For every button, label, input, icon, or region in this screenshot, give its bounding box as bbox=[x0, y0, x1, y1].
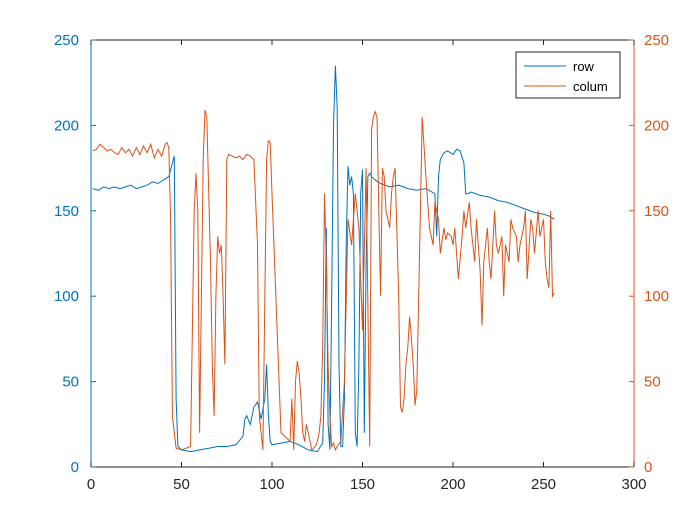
x-tick-label: 150 bbox=[350, 476, 375, 493]
right-y-tick-label: 0 bbox=[644, 459, 652, 476]
series-line-colum bbox=[92, 109, 555, 452]
legend: row colum bbox=[515, 51, 621, 99]
left-y-tick-label: 200 bbox=[54, 117, 79, 134]
left-y-tick-label: 0 bbox=[71, 459, 79, 476]
left-y-tick-label: 100 bbox=[54, 288, 79, 305]
x-tick-label: 250 bbox=[531, 476, 556, 493]
right-y-tick-label: 50 bbox=[644, 374, 661, 391]
left-y-tick-label: 150 bbox=[54, 203, 79, 220]
x-tick-label: 0 bbox=[87, 476, 95, 493]
legend-label-colum: colum bbox=[573, 79, 608, 94]
right-y-tick-label: 250 bbox=[644, 32, 669, 49]
x-tick-label: 100 bbox=[259, 476, 284, 493]
legend-box bbox=[515, 51, 621, 99]
plot-area bbox=[91, 40, 634, 467]
x-tick-label: 200 bbox=[440, 476, 465, 493]
x-tick-label: 300 bbox=[621, 476, 646, 493]
left-y-tick-label: 250 bbox=[54, 32, 79, 49]
right-y-tick-label: 200 bbox=[644, 117, 669, 134]
legend-label-row: row bbox=[573, 59, 595, 74]
series-line-row bbox=[92, 65, 555, 453]
axes-layer: 0 50 100 150 200 250 3000501001502002500501001… bbox=[54, 32, 669, 493]
left-y-tick-label: 50 bbox=[62, 374, 79, 391]
series-layer bbox=[92, 65, 555, 453]
right-y-tick-label: 150 bbox=[644, 203, 669, 220]
x-tick-label: 50 bbox=[173, 476, 190, 493]
right-y-tick-label: 100 bbox=[644, 288, 669, 305]
